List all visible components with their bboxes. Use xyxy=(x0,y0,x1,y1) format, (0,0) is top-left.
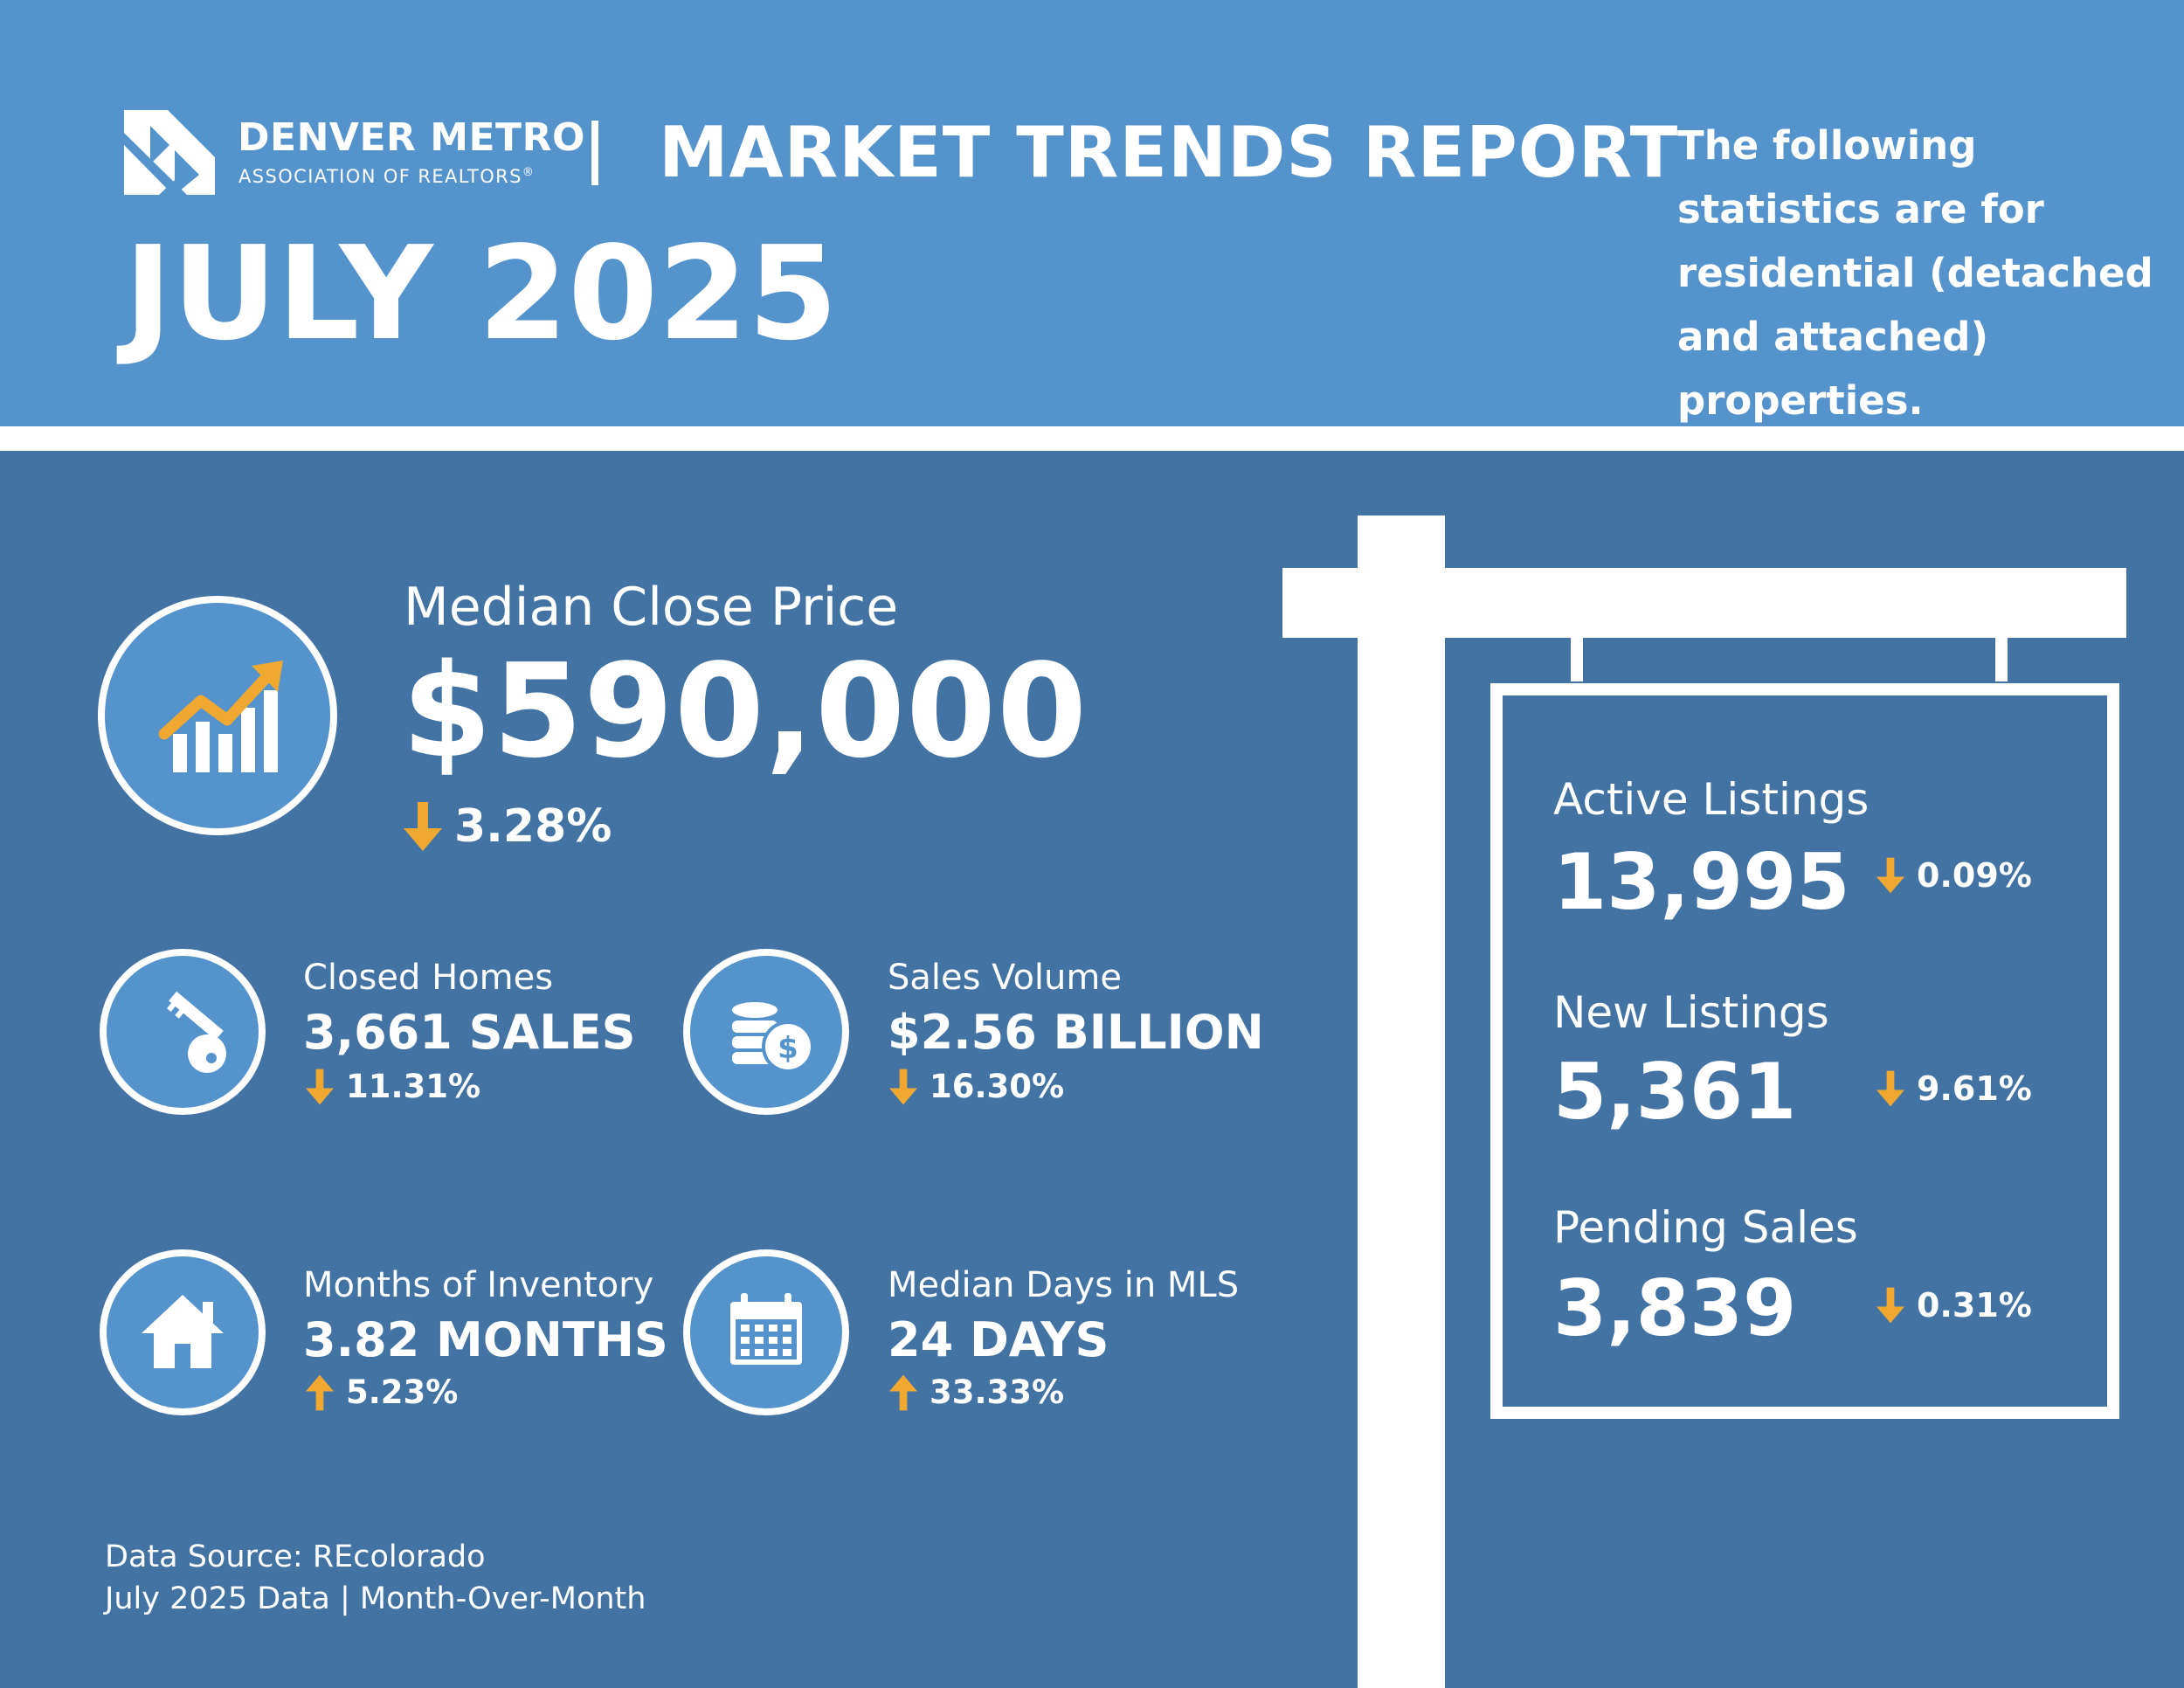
header-banner: DENVER METRO ASSOCIATION OF REALTORS® MA… xyxy=(0,0,2184,426)
sign-post xyxy=(1358,515,1445,1688)
svg-text:$: $ xyxy=(778,1031,798,1066)
months-inventory-value: 3.82 MONTHS xyxy=(303,1312,668,1367)
disclaimer-text: The following statistics are for residen… xyxy=(1677,122,2153,424)
closed-homes-circle xyxy=(100,949,266,1115)
median-price-circle xyxy=(98,596,337,835)
active-listings-change: 0.09% xyxy=(1876,856,2032,895)
median-price-label: Median Close Price xyxy=(404,577,899,638)
header-separator xyxy=(0,426,2184,451)
coins-icon: $ xyxy=(732,1002,814,1073)
sales-volume-change: 16.30% xyxy=(889,1068,1064,1105)
sign-board xyxy=(1490,683,2119,1419)
brand-name: DENVER METRO xyxy=(238,115,585,160)
source-line: Data Source: REcolorado xyxy=(105,1539,486,1574)
house-icon xyxy=(142,1295,224,1368)
pending-sales-label: Pending Sales xyxy=(1553,1202,1858,1253)
period-line: July 2025 Data | Month-Over-Month xyxy=(105,1581,646,1616)
brand-divider xyxy=(591,121,598,185)
active-listings-label: Active Listings xyxy=(1553,774,1870,825)
main-panel xyxy=(0,451,2184,1688)
report-title: MARKET TRENDS REPORT xyxy=(659,112,1679,193)
sign-arm xyxy=(1282,568,2126,638)
data-source: Data Source: REcolorado July 2025 Data |… xyxy=(105,1536,646,1620)
closed-homes-value: 3,661 SALES xyxy=(303,1005,636,1060)
calendar-icon xyxy=(730,1293,802,1365)
months-inventory-label: Months of Inventory xyxy=(303,1265,654,1305)
closed-homes-label: Closed Homes xyxy=(303,958,554,998)
arrow-down-icon xyxy=(404,802,442,851)
denver-metro-logo-icon xyxy=(124,110,215,195)
median-days-change: 33.33% xyxy=(889,1373,1064,1411)
months-inventory-circle xyxy=(100,1249,266,1415)
brand-subtitle: ASSOCIATION OF REALTORS® xyxy=(238,166,536,187)
median-price-change: 3.28% xyxy=(404,800,612,853)
new-listings-label: New Listings xyxy=(1553,987,1829,1038)
arrow-down-icon xyxy=(889,1069,917,1104)
key-icon xyxy=(167,991,226,1073)
arrow-down-icon xyxy=(1876,857,1904,894)
median-price-value: $590,000 xyxy=(402,636,1089,786)
new-listings-value: 5,361 xyxy=(1553,1047,1797,1137)
median-days-circle xyxy=(683,1249,849,1415)
sales-volume-circle: $ xyxy=(683,949,849,1115)
median-days-label: Median Days in MLS xyxy=(888,1265,1240,1305)
arrow-down-icon xyxy=(306,1069,334,1104)
median-days-value: 24 DAYS xyxy=(888,1312,1109,1367)
sales-volume-value: $2.56 BILLION xyxy=(888,1005,1264,1060)
arrow-up-icon xyxy=(306,1374,334,1410)
sign-hanger-left xyxy=(1571,636,1583,681)
new-listings-change: 9.61% xyxy=(1876,1069,2032,1108)
sales-volume-label: Sales Volume xyxy=(888,958,1122,998)
closed-homes-change: 11.31% xyxy=(306,1068,480,1105)
arrow-down-icon xyxy=(1876,1070,1904,1107)
pending-sales-value: 3,839 xyxy=(1553,1263,1797,1353)
sign-hanger-right xyxy=(1995,636,2008,681)
chart-up-icon xyxy=(158,661,283,772)
months-inventory-change: 5.23% xyxy=(306,1373,458,1411)
arrow-up-icon xyxy=(889,1374,917,1410)
arrow-down-icon xyxy=(1876,1287,1904,1324)
report-month: JULY 2025 xyxy=(124,218,839,369)
active-listings-value: 13,995 xyxy=(1553,837,1850,927)
pending-sales-change: 0.31% xyxy=(1876,1286,2032,1325)
